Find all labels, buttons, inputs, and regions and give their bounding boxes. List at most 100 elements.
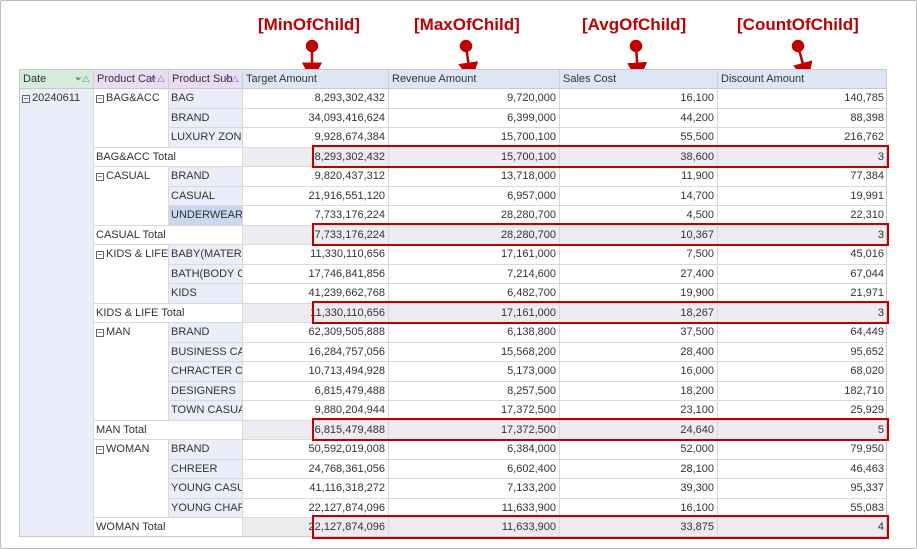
revenue-amount-cell[interactable]: 11,633,900 xyxy=(389,498,560,518)
discount-amount-cell[interactable]: 46,463 xyxy=(718,459,886,479)
revenue-amount-cell[interactable]: 28,280,700 xyxy=(389,206,560,226)
sales-cost-cell[interactable]: 23,100 xyxy=(560,401,718,421)
target-amount-cell[interactable]: 9,820,437,312 xyxy=(243,167,389,187)
funnel-icon[interactable]: ⏷△ xyxy=(149,74,165,84)
revenue-amount-cell[interactable]: 15,568,200 xyxy=(389,342,560,362)
subcategory-cell[interactable]: UNDERWEAR xyxy=(169,206,243,226)
sales-cost-cell[interactable]: 11,900 xyxy=(560,167,718,187)
subcategory-cell[interactable]: YOUNG CHARAC xyxy=(169,498,243,518)
sales-cost-cell[interactable]: 16,100 xyxy=(560,498,718,518)
subcategory-cell[interactable]: LUXURY ZONE xyxy=(169,128,243,148)
sales-cost-cell[interactable]: 28,100 xyxy=(560,459,718,479)
target-amount-cell[interactable]: 62,309,505,888 xyxy=(243,323,389,343)
revenue-amount-cell[interactable]: 8,257,500 xyxy=(389,381,560,401)
discount-amount-cell[interactable]: 22,310 xyxy=(718,206,886,226)
discount-amount-cell[interactable]: 45,016 xyxy=(718,245,886,265)
category-cell[interactable]: − KIDS & LIFE xyxy=(94,245,169,304)
discount-amount-cell[interactable]: 19,991 xyxy=(718,186,886,206)
discount-amount-cell[interactable]: 182,710 xyxy=(718,381,886,401)
subcategory-cell[interactable]: BATH(BODY CAR xyxy=(169,264,243,284)
target-amount-cell[interactable]: 16,284,757,056 xyxy=(243,342,389,362)
discount-amount-cell[interactable]: 67,044 xyxy=(718,264,886,284)
target-amount-cell[interactable]: 17,746,841,856 xyxy=(243,264,389,284)
header-product-subcategory[interactable]: Product Sub ⏷△ xyxy=(169,70,243,89)
subtotal-revenue[interactable]: 15,700,100 xyxy=(389,147,560,167)
subcategory-cell[interactable]: YOUNG CASUAL xyxy=(169,479,243,499)
revenue-amount-cell[interactable]: 6,399,000 xyxy=(389,108,560,128)
collapse-toggle-icon[interactable]: − xyxy=(96,94,104,103)
sales-cost-cell[interactable]: 14,700 xyxy=(560,186,718,206)
discount-amount-cell[interactable]: 68,020 xyxy=(718,362,886,382)
target-amount-cell[interactable]: 34,093,416,624 xyxy=(243,108,389,128)
target-amount-cell[interactable]: 41,239,662,768 xyxy=(243,284,389,304)
subcategory-cell[interactable]: TOWN CASUAL xyxy=(169,401,243,421)
header-date[interactable]: Date ⏷△ xyxy=(20,70,94,89)
funnel-icon[interactable]: ⏷△ xyxy=(223,74,239,84)
target-amount-cell[interactable]: 9,880,204,944 xyxy=(243,401,389,421)
sales-cost-cell[interactable]: 39,300 xyxy=(560,479,718,499)
subcategory-cell[interactable]: BRAND xyxy=(169,108,243,128)
target-amount-cell[interactable]: 50,592,019,008 xyxy=(243,440,389,460)
subtotal-discount[interactable]: 3 xyxy=(718,147,886,167)
subtotal-sales[interactable]: 24,640 xyxy=(560,420,718,440)
sales-cost-cell[interactable]: 44,200 xyxy=(560,108,718,128)
sales-cost-cell[interactable]: 37,500 xyxy=(560,323,718,343)
header-revenue-amount[interactable]: Revenue Amount xyxy=(389,70,560,89)
target-amount-cell[interactable]: 41,116,318,272 xyxy=(243,479,389,499)
discount-amount-cell[interactable]: 21,971 xyxy=(718,284,886,304)
subcategory-cell[interactable]: BRAND xyxy=(169,323,243,343)
discount-amount-cell[interactable]: 55,083 xyxy=(718,498,886,518)
revenue-amount-cell[interactable]: 6,602,400 xyxy=(389,459,560,479)
subtotal-revenue[interactable]: 28,280,700 xyxy=(389,225,560,245)
subcategory-cell[interactable]: BRAND xyxy=(169,440,243,460)
subtotal-discount[interactable]: 5 xyxy=(718,420,886,440)
subtotal-sales[interactable]: 10,367 xyxy=(560,225,718,245)
collapse-toggle-icon[interactable]: − xyxy=(96,328,104,337)
revenue-amount-cell[interactable]: 7,214,600 xyxy=(389,264,560,284)
subcategory-cell[interactable]: CHREER xyxy=(169,459,243,479)
subtotal-target[interactable]: 22,127,874,096 xyxy=(243,518,389,536)
subtotal-discount[interactable]: 3 xyxy=(718,303,886,323)
subtotal-discount[interactable]: 4 xyxy=(718,518,886,536)
subcategory-cell[interactable]: DESIGNERS xyxy=(169,381,243,401)
revenue-amount-cell[interactable]: 6,957,000 xyxy=(389,186,560,206)
subtotal-target[interactable]: 6,815,479,488 xyxy=(243,420,389,440)
sales-cost-cell[interactable]: 55,500 xyxy=(560,128,718,148)
subcategory-cell[interactable]: BUSINESS CASU xyxy=(169,342,243,362)
category-cell[interactable]: − CASUAL xyxy=(94,167,169,226)
collapse-toggle-icon[interactable]: − xyxy=(96,445,104,454)
sales-cost-cell[interactable]: 7,500 xyxy=(560,245,718,265)
revenue-amount-cell[interactable]: 6,384,000 xyxy=(389,440,560,460)
subtotal-revenue[interactable]: 17,161,000 xyxy=(389,303,560,323)
subcategory-cell[interactable]: BABY(MATERNITY xyxy=(169,245,243,265)
sales-cost-cell[interactable]: 16,100 xyxy=(560,89,718,109)
discount-amount-cell[interactable]: 95,652 xyxy=(718,342,886,362)
revenue-amount-cell[interactable]: 9,720,000 xyxy=(389,89,560,109)
target-amount-cell[interactable]: 6,815,479,488 xyxy=(243,381,389,401)
revenue-amount-cell[interactable]: 5,173,000 xyxy=(389,362,560,382)
discount-amount-cell[interactable]: 88,398 xyxy=(718,108,886,128)
sales-cost-cell[interactable]: 4,500 xyxy=(560,206,718,226)
discount-amount-cell[interactable]: 79,950 xyxy=(718,440,886,460)
date-cell[interactable]: −20240611 xyxy=(20,89,94,536)
funnel-icon[interactable]: ⏷△ xyxy=(74,74,90,84)
header-discount-amount[interactable]: Discount Amount xyxy=(718,70,886,89)
subtotal-target[interactable]: 8,293,302,432 xyxy=(243,147,389,167)
collapse-toggle-icon[interactable]: − xyxy=(22,94,30,103)
revenue-amount-cell[interactable]: 7,133,200 xyxy=(389,479,560,499)
revenue-amount-cell[interactable]: 17,372,500 xyxy=(389,401,560,421)
subcategory-cell[interactable]: BRAND xyxy=(169,167,243,187)
target-amount-cell[interactable]: 24,768,361,056 xyxy=(243,459,389,479)
sales-cost-cell[interactable]: 27,400 xyxy=(560,264,718,284)
subtotal-sales[interactable]: 18,267 xyxy=(560,303,718,323)
revenue-amount-cell[interactable]: 6,138,800 xyxy=(389,323,560,343)
target-amount-cell[interactable]: 10,713,494,928 xyxy=(243,362,389,382)
discount-amount-cell[interactable]: 77,384 xyxy=(718,167,886,187)
revenue-amount-cell[interactable]: 15,700,100 xyxy=(389,128,560,148)
target-amount-cell[interactable]: 21,916,551,120 xyxy=(243,186,389,206)
sales-cost-cell[interactable]: 19,900 xyxy=(560,284,718,304)
target-amount-cell[interactable]: 9,928,674,384 xyxy=(243,128,389,148)
header-sales-cost[interactable]: Sales Cost xyxy=(560,70,718,89)
subcategory-cell[interactable]: CASUAL xyxy=(169,186,243,206)
sales-cost-cell[interactable]: 28,400 xyxy=(560,342,718,362)
